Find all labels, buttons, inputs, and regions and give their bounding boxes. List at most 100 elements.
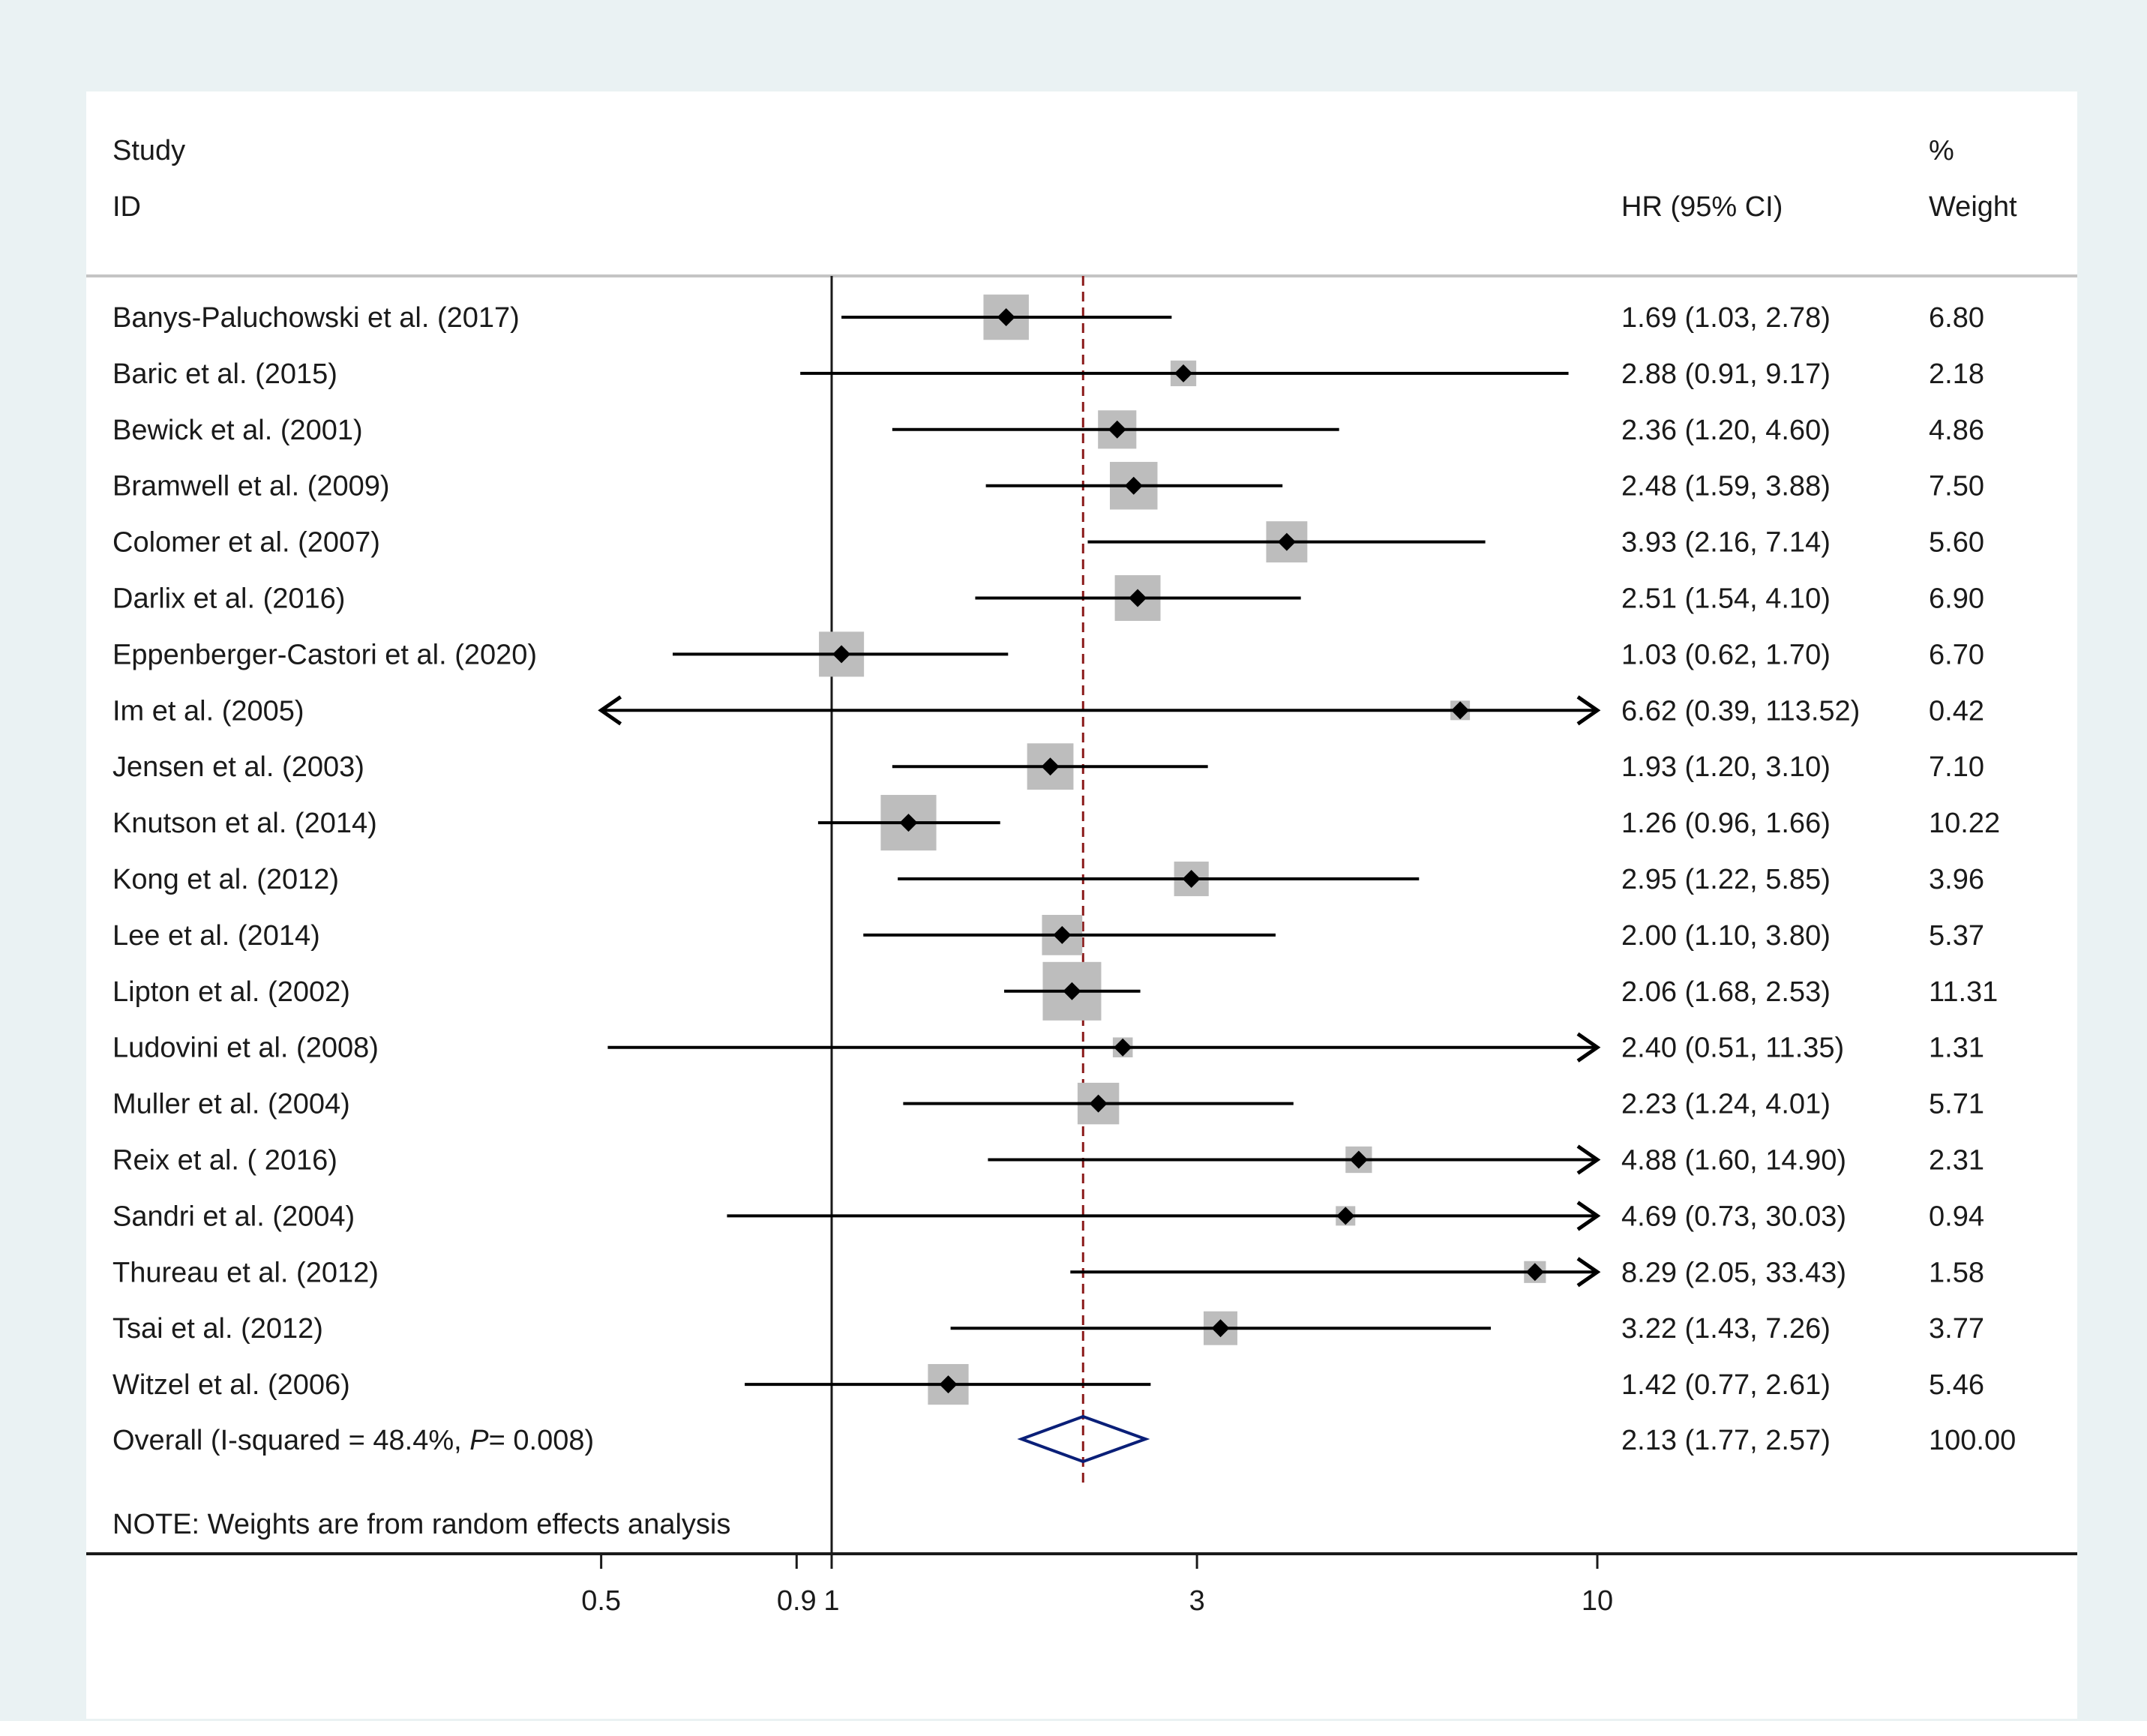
study-name: Thureau et al. (2012) (112, 1257, 379, 1288)
study-row: Colomer et al. (2007) 3.93 (2.16, 7.14) 5.… (112, 521, 1984, 563)
study-name: Knutson et al. (2014) (112, 808, 377, 839)
x-axis-tick-label: 3 (1189, 1585, 1205, 1617)
study-weight-text: 5.60 (1929, 527, 1984, 559)
study-weight-text: 0.42 (1929, 695, 1984, 727)
study-name: Witzel et al. (2006) (112, 1369, 350, 1401)
study-ci-text: 2.00 (1.10, 3.80) (1621, 920, 1831, 952)
study-ci-arrow-right (1576, 1201, 1601, 1231)
study-weight-text: 11.31 (1929, 976, 1998, 1008)
study-name: Im et al. (2005) (112, 695, 304, 727)
study-name: Baric et al. (2015) (112, 358, 337, 390)
header-id-label: ID (112, 191, 141, 223)
study-weight-text: 4.86 (1929, 415, 1984, 446)
study-point-estimate (1129, 589, 1147, 607)
study-weight-text: 7.50 (1929, 471, 1984, 502)
study-row: Jensen et al. (2003) 1.93 (1.20, 3.10) 7.1… (112, 743, 1984, 790)
overall-label-prefix: Overall (I-squared = 48.4%, (112, 1425, 469, 1456)
study-row: Sandri et al. (2004) 4.69 (0.73, 30.03) 0.… (112, 1201, 1984, 1232)
study-ci-text: 2.40 (0.51, 11.35) (1621, 1033, 1844, 1064)
study-name: Jensen et al. (2003) (112, 751, 364, 783)
study-ci-arrow-left (598, 695, 622, 726)
header-estimate-label: HR (95% CI) (1621, 191, 1783, 223)
study-point-estimate (1349, 1150, 1368, 1169)
study-row: Bramwell et al. (2009) 2.48 (1.59, 3.88) 7… (112, 461, 1984, 510)
study-ci-text: 2.51 (1.54, 4.10) (1621, 583, 1831, 615)
study-point-estimate (1108, 420, 1126, 439)
study-ci-arrow-right (1576, 1032, 1601, 1063)
study-ci-text: 1.69 (1.03, 2.78) (1621, 302, 1831, 334)
study-ci-text: 4.88 (1.60, 14.90) (1621, 1145, 1846, 1177)
study-name: Darlix et al. (2016) (112, 583, 345, 615)
study-ci-text: 8.29 (2.05, 33.43) (1621, 1257, 1846, 1288)
study-point-estimate (1114, 1038, 1132, 1057)
study-point-estimate (939, 1375, 958, 1394)
study-weight-text: 1.31 (1929, 1033, 1984, 1064)
study-name: Kong et al. (2012) (112, 864, 339, 895)
study-row: Muller et al. (2004) 2.23 (1.24, 4.01) 5.7… (112, 1082, 1984, 1125)
study-weight-text: 2.31 (1929, 1145, 1984, 1177)
study-weight-text: 5.37 (1929, 920, 1984, 952)
study-weight-text: 3.77 (1929, 1313, 1984, 1345)
header-weight-percent: % (1929, 135, 1954, 166)
study-ci-text: 1.03 (0.62, 1.70) (1621, 639, 1831, 670)
study-name: Bewick et al. (2001) (112, 415, 363, 446)
overall-p-symbol: P (469, 1425, 489, 1456)
study-weight-text: 5.71 (1929, 1089, 1984, 1120)
study-ci-text: 6.62 (0.39, 113.52) (1621, 695, 1860, 727)
x-axis-tick-label: 0.5 (581, 1585, 621, 1617)
study-point-estimate (1124, 476, 1143, 495)
study-weight-text: 1.58 (1929, 1257, 1984, 1288)
study-name: Tsai et al. (2012) (112, 1313, 323, 1345)
study-row: Reix et al. ( 2016) 4.88 (1.60, 14.90) 2.3… (112, 1144, 1984, 1177)
study-ci-text: 1.26 (0.96, 1.66) (1621, 808, 1831, 839)
study-ci-text: 3.22 (1.43, 7.26) (1621, 1313, 1831, 1345)
study-name: Lipton et al. (2002) (112, 976, 350, 1008)
study-row: Baric et al. (2015) 2.88 (0.91, 9.17) 2.18 (112, 358, 1984, 390)
study-name: Ludovini et al. (2008) (112, 1033, 379, 1064)
study-name: Muller et al. (2004) (112, 1089, 350, 1120)
study-weight-text: 10.22 (1929, 808, 2000, 839)
study-weight-text: 3.96 (1929, 864, 1984, 895)
study-row: Im et al. (2005) 6.62 (0.39, 113.52) 0.42 (112, 695, 1984, 727)
study-name: Reix et al. ( 2016) (112, 1145, 337, 1177)
study-ci-text: 4.69 (0.73, 30.03) (1621, 1201, 1846, 1232)
study-point-estimate (1041, 757, 1060, 776)
study-point-estimate (1451, 701, 1470, 720)
header-study-label: Study (112, 135, 185, 166)
study-point-estimate (1277, 532, 1296, 551)
study-row: Lipton et al. (2002) 2.06 (1.68, 2.53) 11.… (112, 961, 1998, 1021)
study-name: Sandri et al. (2004) (112, 1201, 355, 1232)
study-ci-text: 2.48 (1.59, 3.88) (1621, 471, 1831, 502)
study-ci-text: 2.36 (1.20, 4.60) (1621, 415, 1831, 446)
study-name: Lee et al. (2014) (112, 920, 320, 952)
study-point-estimate (1053, 925, 1072, 944)
study-row: Witzel et al. (2006) 1.42 (0.77, 2.61) 5.4… (112, 1364, 1984, 1405)
study-ci-text: 2.06 (1.68, 2.53) (1621, 976, 1831, 1008)
study-weight-text: 0.94 (1929, 1201, 1984, 1232)
overall-ci-text: 2.13 (1.77, 2.57) (1621, 1425, 1831, 1456)
study-row: Tsai et al. (2012) 3.22 (1.43, 7.26) 3.77 (112, 1311, 1984, 1345)
study-weight-text: 5.46 (1929, 1369, 1984, 1401)
study-point-estimate (1089, 1094, 1108, 1113)
header-weight-label: Weight (1929, 191, 2017, 223)
x-axis-tick-label: 0.9 (777, 1585, 817, 1617)
study-weight-text: 6.80 (1929, 302, 1984, 334)
study-point-estimate (997, 308, 1015, 326)
study-name: Colomer et al. (2007) (112, 527, 380, 559)
plot-layer: Banys-Paluchowski et al. (2017) 1.69 (1.0… (112, 276, 2000, 1617)
note-text: NOTE: Weights are from random effects an… (112, 1509, 730, 1540)
overall-diamond (1017, 1414, 1150, 1464)
study-point-estimate (1525, 1263, 1544, 1282)
study-point-estimate (1182, 870, 1201, 888)
study-weight-text: 6.90 (1929, 583, 1984, 615)
study-ci-text: 2.23 (1.24, 4.01) (1621, 1089, 1831, 1120)
study-row: Kong et al. (2012) 2.95 (1.22, 5.85) 3.96 (112, 861, 1984, 897)
study-weight-text: 7.10 (1929, 751, 1984, 783)
study-ci-text: 3.93 (2.16, 7.14) (1621, 527, 1831, 559)
overall-label: Overall (I-squared = 48.4%, P= 0.008) (112, 1425, 594, 1456)
study-row: Lee et al. (2014) 2.00 (1.10, 3.80) 5.37 (112, 915, 1984, 955)
study-row: Knutson et al. (2014) 1.26 (0.96, 1.66) 10… (112, 795, 2000, 851)
study-name: Bramwell et al. (2009) (112, 471, 390, 502)
study-ci-text: 2.95 (1.22, 5.85) (1621, 864, 1831, 895)
